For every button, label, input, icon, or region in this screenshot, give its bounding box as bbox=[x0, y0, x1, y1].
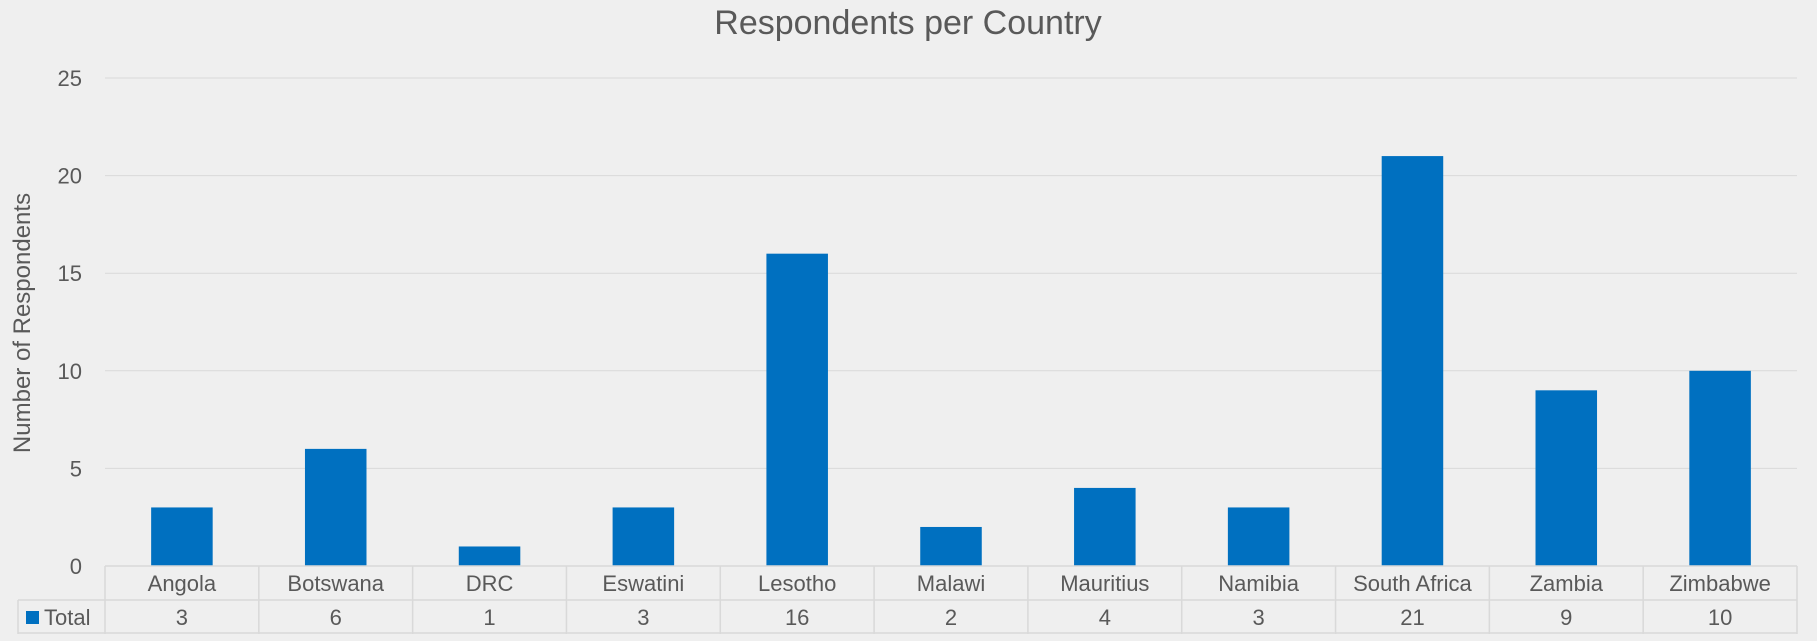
chart-title: Respondents per Country bbox=[714, 4, 1101, 42]
category-label: Lesotho bbox=[758, 571, 836, 596]
data-table-value: 16 bbox=[785, 605, 809, 630]
gridlines bbox=[105, 77, 1797, 469]
bar-drc bbox=[458, 546, 521, 566]
data-table-value: 6 bbox=[330, 605, 342, 630]
bar-botswana bbox=[304, 448, 367, 566]
bar-south-africa bbox=[1381, 156, 1444, 566]
data-table-value: 4 bbox=[1099, 605, 1111, 630]
y-tick-label: 25 bbox=[58, 66, 82, 91]
y-tick-label: 15 bbox=[58, 261, 82, 286]
data-table-value: 3 bbox=[1253, 605, 1265, 630]
bar-angola bbox=[151, 507, 213, 566]
bars bbox=[151, 156, 1751, 566]
y-tick-label: 10 bbox=[58, 359, 82, 384]
category-label: Angola bbox=[148, 571, 217, 596]
category-label: Malawi bbox=[917, 571, 985, 596]
data-table-value: 9 bbox=[1560, 605, 1572, 630]
data-table-value: 10 bbox=[1708, 605, 1732, 630]
bar-zimbabwe bbox=[1689, 370, 1751, 566]
category-label: Zimbabwe bbox=[1669, 571, 1770, 596]
y-axis-label: Number of Respondents bbox=[9, 193, 36, 453]
category-label: Eswatini bbox=[602, 571, 684, 596]
data-table-value: 3 bbox=[637, 605, 649, 630]
bar-namibia bbox=[1227, 507, 1290, 566]
legend-key bbox=[26, 611, 39, 624]
y-tick-label: 20 bbox=[58, 164, 82, 189]
category-label: Namibia bbox=[1218, 571, 1299, 596]
data-table-value: 3 bbox=[176, 605, 188, 630]
y-tick-label: 5 bbox=[70, 456, 82, 481]
category-label: South Africa bbox=[1353, 571, 1472, 596]
bar-malawi bbox=[920, 526, 982, 566]
category-label: Zambia bbox=[1530, 571, 1604, 596]
bar-eswatini bbox=[612, 507, 675, 566]
category-label: Botswana bbox=[287, 571, 384, 596]
y-axis-ticks: 0 5 10 15 20 25 bbox=[58, 66, 82, 579]
data-table-value: 21 bbox=[1400, 605, 1424, 630]
data-table-value: 2 bbox=[945, 605, 957, 630]
y-tick-label: 0 bbox=[70, 554, 82, 579]
bar-lesotho bbox=[766, 253, 828, 566]
bar-mauritius bbox=[1074, 487, 1136, 566]
series-name: Total bbox=[44, 605, 90, 630]
bar-zambia bbox=[1535, 390, 1598, 566]
category-label: DRC bbox=[466, 571, 514, 596]
category-label: Mauritius bbox=[1060, 571, 1149, 596]
data-table-value: 1 bbox=[483, 605, 495, 630]
data-table: Angola Botswana DRC Eswatini Lesotho Malawi Ma… bbox=[17, 565, 1798, 634]
